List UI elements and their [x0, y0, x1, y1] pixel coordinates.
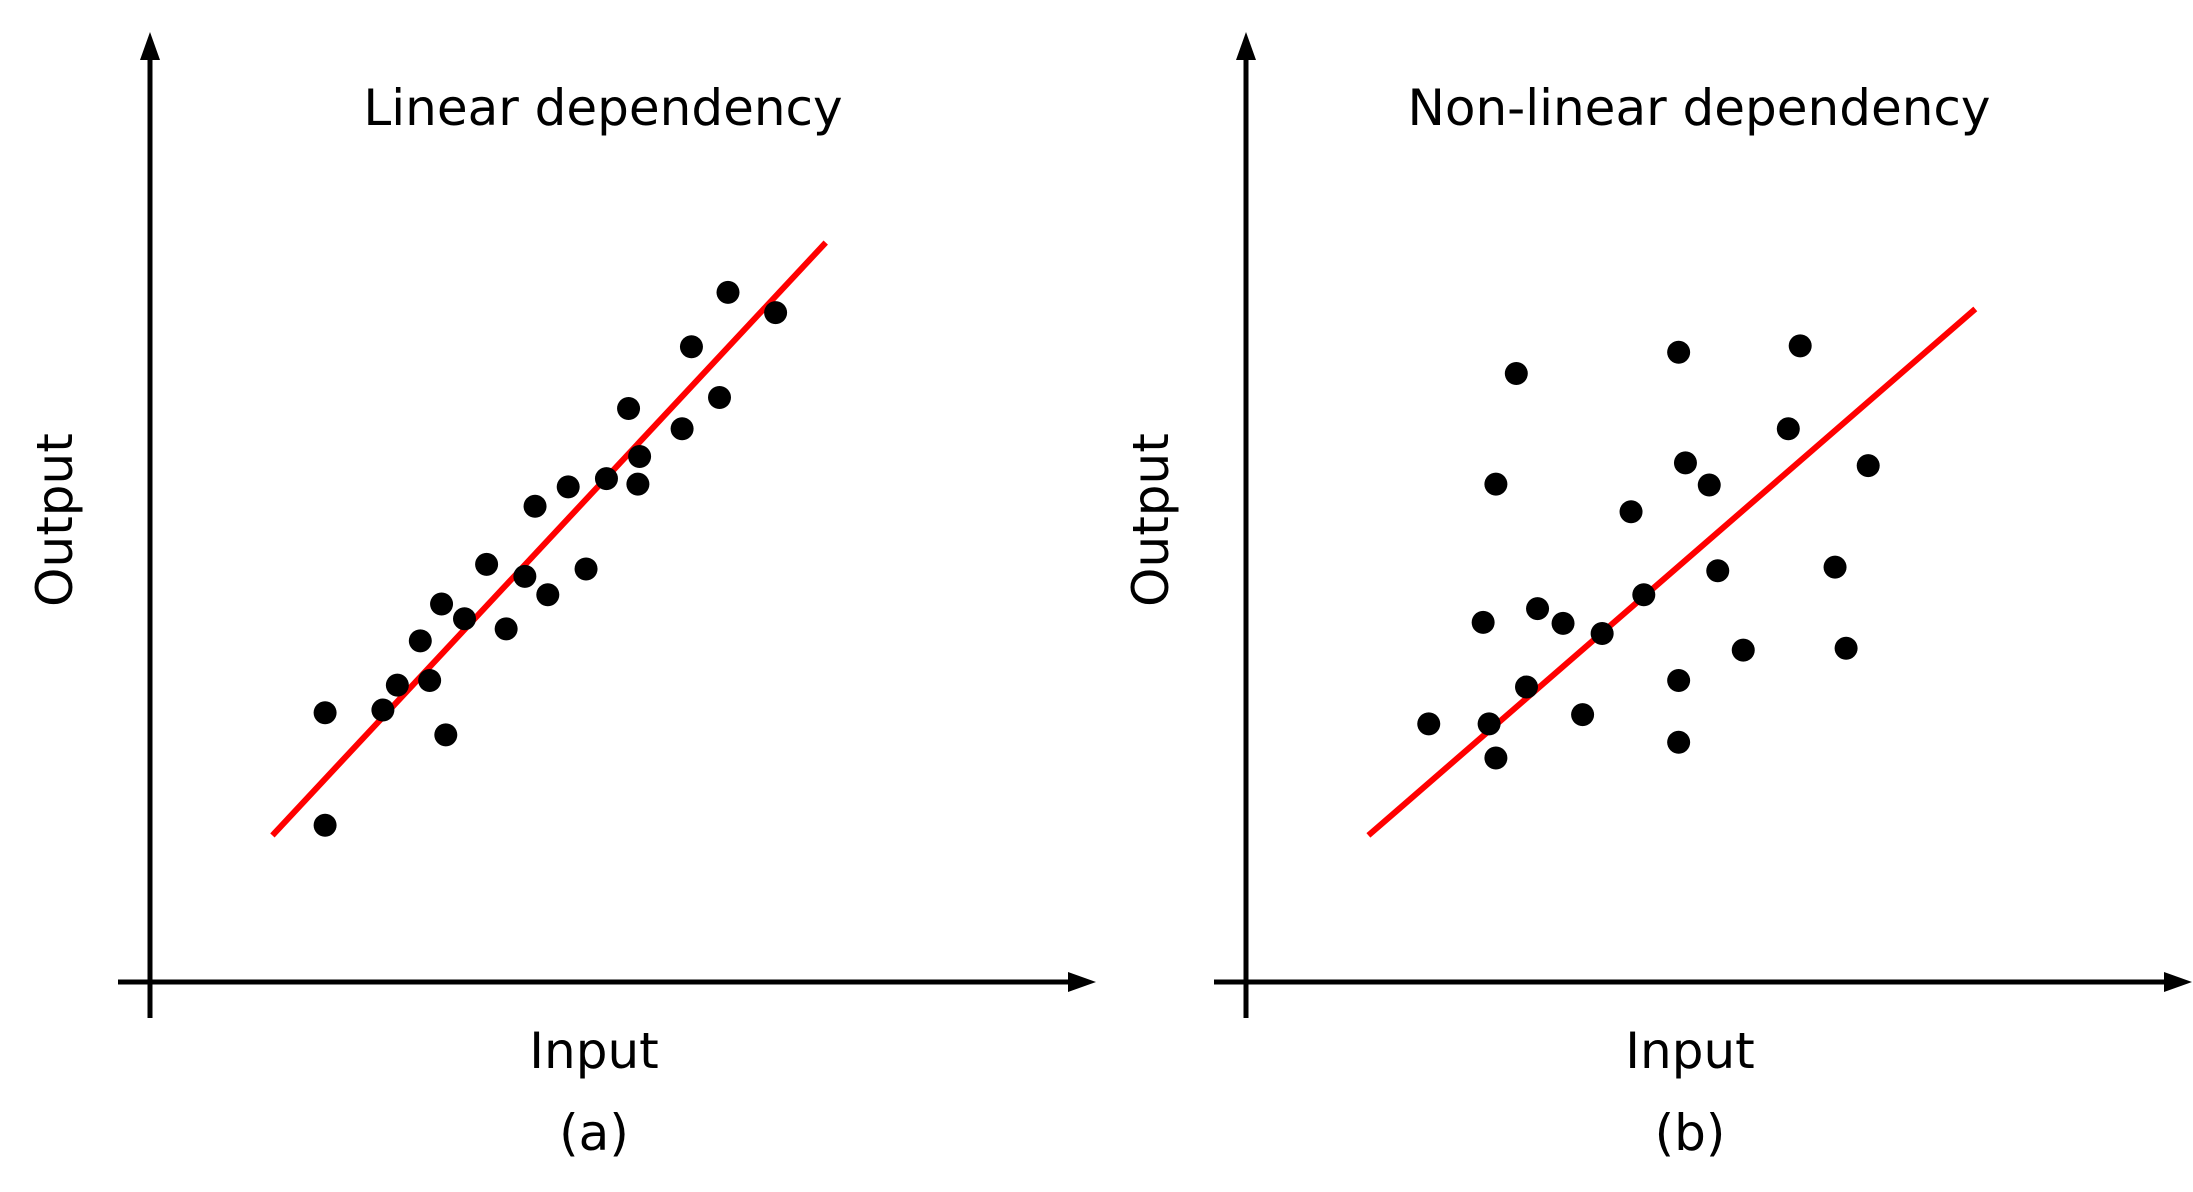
data-point: [418, 669, 442, 693]
x-axis-arrowhead: [1068, 972, 1096, 992]
data-point: [371, 698, 395, 722]
data-point: [1823, 555, 1847, 579]
data-point: [1526, 597, 1550, 621]
data-point: [430, 592, 454, 616]
data-point: [1834, 636, 1858, 660]
data-point: [536, 583, 560, 607]
data-point: [313, 813, 337, 837]
data-point: [1417, 712, 1441, 736]
data-point: [1590, 621, 1614, 645]
chart-b: Non-linear dependency Output Input (b): [1122, 32, 2192, 1162]
data-point: [628, 444, 652, 468]
data-point: [1484, 472, 1508, 496]
data-point: [1471, 610, 1495, 634]
data-point: [1697, 473, 1721, 497]
data-point: [1788, 334, 1812, 358]
data-point: [1856, 454, 1880, 478]
data-point: [670, 417, 694, 441]
y-axis-label: Output: [1122, 433, 1180, 607]
data-point: [523, 494, 547, 518]
data-point: [1551, 611, 1575, 635]
data-point: [1667, 730, 1691, 754]
data-point: [1477, 712, 1501, 736]
chart-title: Linear dependency: [363, 79, 842, 137]
data-point: [313, 701, 337, 725]
data-point: [1484, 746, 1508, 770]
chart-title: Non-linear dependency: [1407, 79, 1990, 137]
data-point: [453, 607, 476, 631]
chart-a: Linear dependency Output Input (a): [26, 32, 1096, 1162]
data-point: [626, 472, 650, 496]
data-point: [1504, 361, 1528, 385]
data-point: [494, 617, 518, 641]
data-point: [1571, 703, 1595, 727]
data-point: [513, 564, 537, 588]
data-point: [1619, 500, 1643, 524]
data-point: [679, 335, 703, 359]
data-point: [1673, 451, 1697, 475]
data-point: [708, 385, 731, 409]
data-point: [475, 552, 499, 576]
data-point: [594, 467, 618, 491]
chart-caption: (a): [559, 1104, 629, 1162]
y-axis-arrowhead: [140, 32, 160, 60]
data-point: [408, 629, 432, 653]
fit-line: [270, 240, 828, 838]
data-point: [556, 475, 580, 499]
data-point: [1515, 675, 1538, 699]
chart-panel-b: Non-linear dependency Output Input (b): [1096, 0, 2192, 1192]
data-point: [1731, 638, 1755, 662]
data-point: [1632, 583, 1656, 607]
data-point: [1776, 417, 1800, 441]
data-point: [1667, 669, 1691, 693]
y-axis-label: Output: [26, 433, 84, 607]
chart-caption: (b): [1655, 1104, 1726, 1162]
x-axis-label: Input: [529, 1022, 658, 1080]
fit-line: [1366, 306, 1978, 838]
data-point: [574, 557, 598, 581]
data-point: [764, 301, 788, 325]
data-point: [1706, 559, 1730, 583]
data-point: [716, 280, 740, 304]
data-point: [617, 397, 641, 421]
chart-panel-a: Linear dependency Output Input (a): [0, 0, 1096, 1192]
x-axis-label: Input: [1625, 1022, 1754, 1080]
data-point: [1667, 340, 1691, 364]
data-point: [385, 673, 409, 697]
y-axis-arrowhead: [1236, 32, 1256, 60]
data-point: [434, 723, 458, 747]
x-axis-arrowhead: [2164, 972, 2192, 992]
